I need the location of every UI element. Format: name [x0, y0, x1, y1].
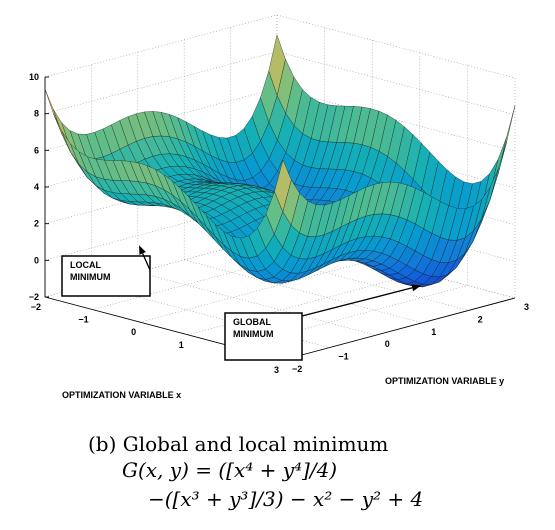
- global-minimum-arrow: [301, 287, 413, 317]
- caption-title: (b) Global and local minimum: [88, 432, 389, 456]
- z-tick-label: 4: [34, 182, 39, 192]
- global-minimum-arrowhead: [411, 284, 421, 292]
- global-minimum-label-line2: MINIMUM: [233, 329, 274, 339]
- z-tick-label: −2: [29, 292, 39, 302]
- z-tick-label: 8: [34, 109, 39, 119]
- grid-line: [276, 51, 516, 115]
- z-tick-label: 6: [34, 145, 39, 155]
- x-tick-label: 1: [179, 340, 184, 350]
- grid-line: [235, 285, 468, 348]
- surface-patch: [274, 159, 292, 213]
- local-minimum-arrow: [142, 253, 151, 271]
- caption-equation-line1: G(x, y) = ([x⁴ + y⁴]/4): [122, 458, 338, 482]
- local-minimum-arrowhead: [139, 245, 146, 255]
- caption-equation-line2: −([x³ + y³]/3) − x² − y² + 4: [148, 487, 424, 511]
- z-tick-label: 0: [34, 255, 39, 265]
- y-tick-label: 1: [431, 327, 436, 337]
- grid-line: [92, 247, 325, 310]
- x-axis-label: OPTIMIZATION VARIABLE x: [62, 390, 181, 400]
- local-minimum-box: [61, 255, 151, 297]
- z-tick-label: 2: [34, 219, 39, 229]
- grid-line: [44, 234, 278, 298]
- grid-line: [137, 271, 376, 336]
- x-tick-label: 3: [274, 365, 279, 375]
- y-tick-label: 2: [478, 314, 483, 324]
- local-minimum-label-line1: LOCAL: [70, 260, 101, 270]
- y-tick-label: 0: [385, 339, 390, 349]
- y-tick-label: 3: [524, 302, 529, 312]
- grid-line: [276, 88, 516, 152]
- surface-mesh: [44, 34, 516, 288]
- grid-line: [44, 51, 278, 114]
- y-tick-label: −1: [338, 352, 348, 362]
- y-tick-label: −2: [292, 364, 302, 374]
- grid-line: [187, 272, 420, 336]
- grid-line: [184, 259, 423, 324]
- grid-line: [230, 247, 469, 311]
- y-axis-line: [282, 297, 516, 361]
- grid-line: [276, 14, 516, 79]
- annotations: LOCAL MINIMUM GLOBAL MINIMUM: [61, 245, 421, 361]
- grid-line: [140, 259, 373, 323]
- x-tick-label: −1: [78, 315, 88, 325]
- grid-line: [91, 284, 330, 348]
- grid-line: [44, 198, 278, 261]
- x-tick-label: 0: [131, 327, 136, 337]
- local-minimum-label-line2: MINIMUM: [70, 272, 111, 282]
- x-tick-label: −2: [31, 302, 41, 312]
- grid-line: [44, 14, 278, 78]
- y-axis-label: OPTIMIZATION VARIABLE y: [385, 376, 504, 386]
- global-minimum-box: [224, 312, 303, 361]
- global-minimum-label-line1: GLOBAL: [233, 317, 271, 327]
- z-tick-label: 10: [29, 72, 39, 82]
